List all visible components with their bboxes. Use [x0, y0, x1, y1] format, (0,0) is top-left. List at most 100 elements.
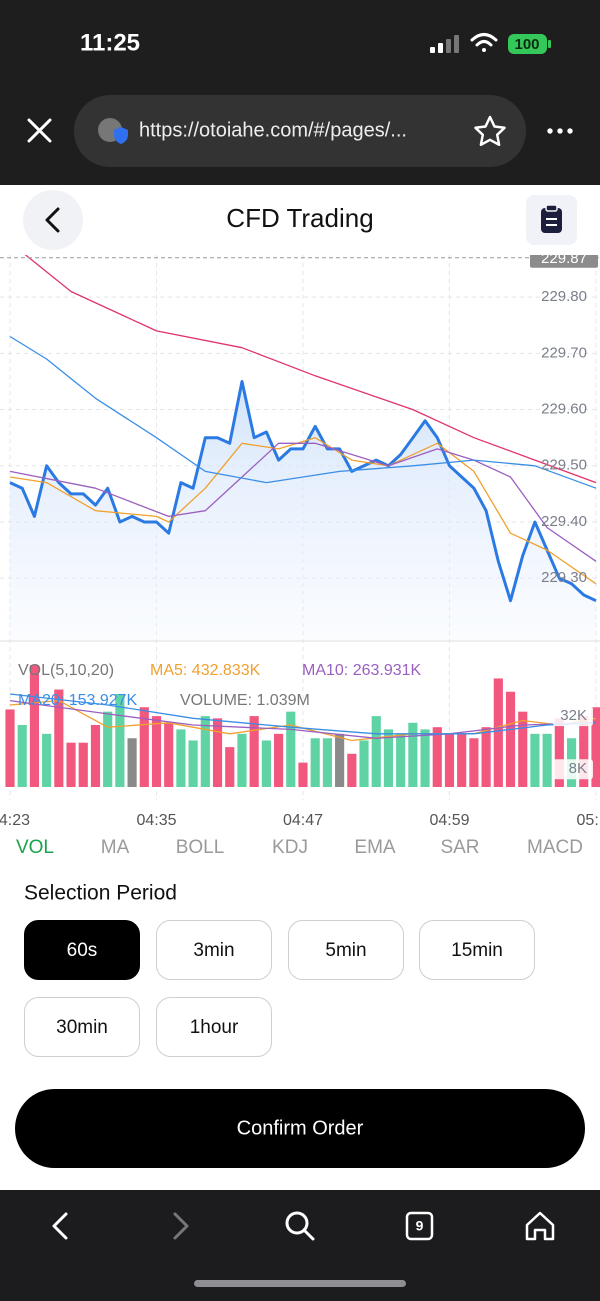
x-tick-label: 04:47 — [283, 812, 323, 829]
nav-back[interactable] — [52, 1212, 68, 1240]
volume-bar — [457, 733, 467, 787]
x-tick-label: 05:11 — [577, 812, 600, 829]
volume-bar — [310, 738, 320, 787]
period-button[interactable] — [288, 920, 404, 980]
volume-bar — [420, 729, 430, 787]
indicator-tab[interactable]: BOLL — [176, 837, 225, 858]
battery — [508, 34, 547, 54]
menu-dots[interactable] — [547, 128, 573, 134]
volume-bar — [286, 711, 296, 787]
last-price-label: 229.87 — [541, 250, 587, 267]
volume-bar — [127, 738, 137, 787]
volume-bar — [554, 718, 564, 787]
y-tick-label: 229.70 — [541, 344, 587, 361]
nav-tabs[interactable] — [405, 1211, 434, 1241]
volume-bar — [164, 722, 174, 787]
period-label: 60s — [67, 940, 98, 961]
ma-line — [9, 693, 597, 735]
y-tick-label: 229.50 — [541, 457, 587, 474]
period-button[interactable] — [24, 997, 140, 1057]
volume-bar — [5, 709, 15, 787]
volume-bar — [139, 707, 149, 787]
url-bar[interactable] — [74, 95, 526, 167]
period-button[interactable] — [156, 920, 272, 980]
volume-bar — [591, 707, 600, 787]
back-chevron — [45, 207, 60, 233]
tick-label-bg — [553, 706, 593, 727]
price-line — [9, 380, 597, 603]
period-label: 15min — [451, 940, 503, 961]
volume-bar — [249, 716, 259, 787]
indicator-tab[interactable]: MACD — [527, 837, 583, 858]
volume-bar — [518, 711, 528, 787]
legend-entry: VOLUME: 1.039M — [180, 692, 310, 709]
volume-title: VOL(5,10,20) — [18, 662, 114, 679]
tab-count: 9 — [416, 1218, 424, 1234]
y-tick-label: 32K — [560, 707, 587, 724]
volume-bar — [383, 729, 394, 787]
price-area — [10, 381, 596, 640]
volume-bar — [90, 724, 101, 787]
bookmark-star[interactable] — [474, 115, 506, 147]
volume-bar — [42, 733, 52, 787]
volume-bar — [347, 753, 357, 787]
battery-tip — [548, 40, 551, 48]
indicator-tab[interactable]: VOL — [16, 837, 54, 858]
nav-home[interactable] — [525, 1211, 555, 1241]
volume-bar — [505, 691, 516, 787]
x-tick-label: 04:23 — [0, 812, 30, 829]
volume-bar — [298, 762, 308, 787]
volume-bar — [273, 733, 284, 787]
status-time: 11:25 — [80, 29, 140, 56]
ma-line — [9, 335, 597, 489]
x-tick-label: 04:35 — [136, 812, 176, 829]
last-price-tag — [530, 255, 598, 268]
volume-bar — [530, 733, 540, 787]
confirm-label: Confirm Order — [237, 1117, 364, 1139]
volume-bar — [371, 716, 381, 787]
site-info-icon — [98, 118, 128, 144]
volume-bar — [396, 733, 406, 787]
volume-bar — [212, 718, 223, 787]
volume-bar — [237, 733, 247, 787]
volume-bar — [225, 747, 235, 787]
indicator-tab[interactable]: MA — [101, 837, 130, 858]
y-tick-label: 229.40 — [541, 513, 587, 530]
indicator-tab[interactable]: KDJ — [272, 837, 308, 858]
volume-bar — [151, 716, 162, 787]
volume-bar — [176, 729, 186, 787]
period-label: 30min — [56, 1017, 108, 1038]
period-button[interactable] — [156, 997, 272, 1057]
volume-bar — [188, 740, 198, 787]
ma-line — [24, 255, 597, 484]
volume-bar — [444, 733, 455, 787]
volume-bar — [432, 727, 442, 787]
legend-entry: MA10: 263.931K — [302, 662, 422, 679]
controls: VOL MA BOLL KDJ EMA SAR MACD Selection Period 60… — [15, 837, 585, 1168]
nav-search[interactable] — [285, 1211, 315, 1241]
volume-bar — [29, 665, 40, 787]
wifi-icon — [470, 33, 498, 52]
tick-label-bg — [553, 759, 593, 780]
volume-bar — [78, 742, 88, 787]
x-tick-label: 04:59 — [429, 812, 469, 829]
signal-icon — [430, 35, 459, 53]
period-button[interactable] — [24, 920, 140, 980]
period-button[interactable] — [419, 920, 535, 980]
volume-bar — [481, 727, 491, 787]
y-tick-label: 229.80 — [541, 288, 587, 305]
back-button[interactable] — [23, 190, 83, 250]
volume-bar — [54, 689, 64, 787]
close-button[interactable] — [27, 118, 52, 143]
indicator-tab[interactable]: SAR — [440, 837, 479, 858]
volume-bar — [359, 740, 369, 787]
volume-bar — [103, 711, 113, 787]
nav-forward[interactable] — [173, 1212, 189, 1240]
confirm-button[interactable] — [15, 1089, 585, 1168]
period-label: 3min — [193, 940, 234, 961]
y-tick-label: 229.60 — [541, 401, 587, 418]
y-tick-label: 8K — [569, 760, 587, 777]
url-text: https://otoiahe.com/#/pages/... — [139, 119, 407, 141]
indicator-tab[interactable]: EMA — [354, 837, 396, 858]
